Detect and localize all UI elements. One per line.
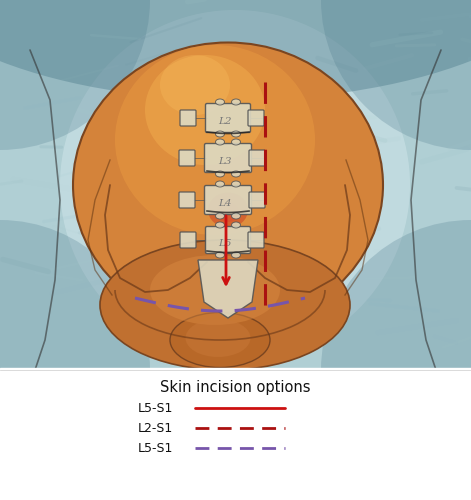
FancyBboxPatch shape	[204, 144, 252, 172]
Polygon shape	[198, 260, 258, 318]
Text: L2-S1: L2-S1	[138, 422, 173, 434]
FancyBboxPatch shape	[205, 104, 251, 132]
Text: L3: L3	[218, 156, 232, 166]
Ellipse shape	[232, 213, 241, 219]
Text: L4: L4	[218, 198, 232, 207]
FancyBboxPatch shape	[204, 186, 252, 214]
Ellipse shape	[186, 319, 251, 357]
Ellipse shape	[232, 252, 241, 258]
Ellipse shape	[232, 171, 241, 177]
Ellipse shape	[0, 220, 150, 500]
Ellipse shape	[100, 240, 350, 370]
FancyBboxPatch shape	[179, 192, 195, 208]
FancyBboxPatch shape	[179, 150, 195, 166]
FancyBboxPatch shape	[249, 150, 265, 166]
Text: L5-S1: L5-S1	[138, 402, 173, 414]
Ellipse shape	[0, 0, 150, 150]
Ellipse shape	[216, 222, 225, 228]
Ellipse shape	[150, 255, 280, 325]
Text: L5-S1: L5-S1	[138, 442, 173, 454]
Ellipse shape	[216, 213, 225, 219]
Ellipse shape	[216, 139, 225, 145]
Ellipse shape	[216, 171, 225, 177]
Ellipse shape	[115, 45, 315, 235]
Ellipse shape	[232, 222, 241, 228]
Ellipse shape	[216, 181, 225, 187]
FancyBboxPatch shape	[248, 110, 264, 126]
FancyBboxPatch shape	[248, 232, 264, 248]
Bar	[0, 0, 471, 370]
Ellipse shape	[216, 252, 225, 258]
Ellipse shape	[73, 42, 383, 328]
Ellipse shape	[321, 220, 471, 500]
Ellipse shape	[0, 0, 471, 100]
Text: Skin incision options: Skin incision options	[160, 380, 310, 395]
Ellipse shape	[232, 139, 241, 145]
Bar	[0, 368, 471, 500]
Bar	[0, 370, 471, 500]
Ellipse shape	[217, 202, 239, 222]
Text: L2: L2	[218, 116, 232, 126]
Ellipse shape	[232, 131, 241, 137]
Ellipse shape	[208, 192, 248, 228]
Ellipse shape	[145, 55, 265, 165]
FancyBboxPatch shape	[180, 110, 196, 126]
Ellipse shape	[232, 181, 241, 187]
Ellipse shape	[60, 10, 410, 360]
Ellipse shape	[216, 131, 225, 137]
Ellipse shape	[216, 99, 225, 105]
FancyBboxPatch shape	[180, 232, 196, 248]
Ellipse shape	[321, 0, 471, 150]
FancyBboxPatch shape	[249, 192, 265, 208]
Text: L5: L5	[218, 238, 232, 248]
Ellipse shape	[170, 312, 270, 368]
Ellipse shape	[160, 55, 230, 115]
FancyBboxPatch shape	[205, 226, 251, 254]
Ellipse shape	[232, 99, 241, 105]
